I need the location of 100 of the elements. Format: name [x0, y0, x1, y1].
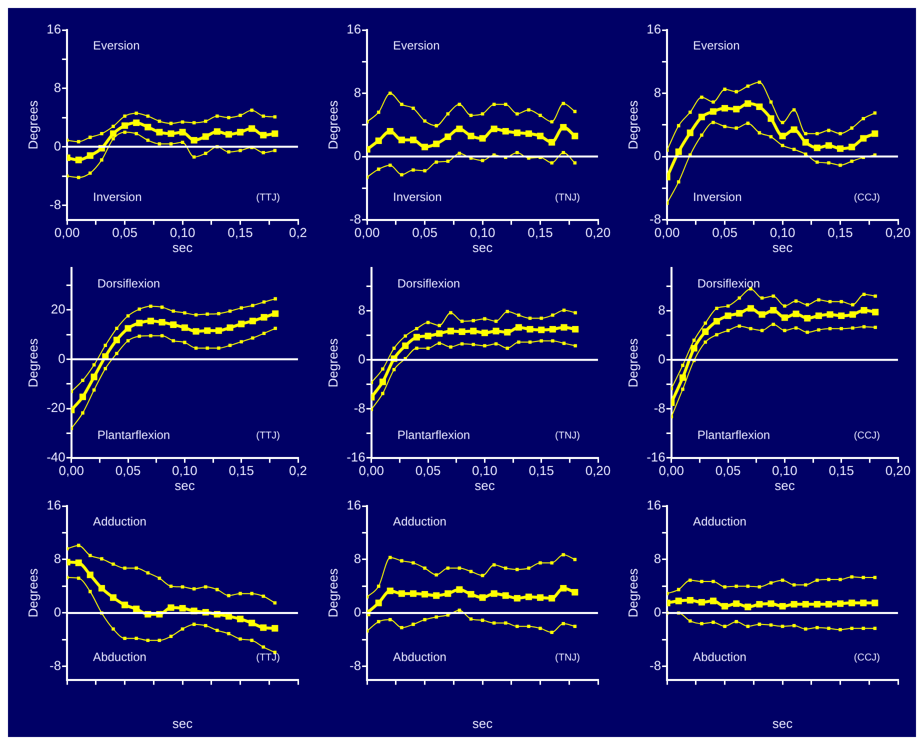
x-tick-label: 0,10 [172, 463, 198, 478]
y-axis-title: Degrees [325, 100, 340, 150]
y-tick-label: 0 [354, 148, 362, 164]
y-tick-label: -8 [654, 400, 666, 416]
annotation: Dorsiflexion [397, 276, 460, 290]
y-tick-label: 0 [654, 148, 662, 164]
x-axis-title: sec [474, 478, 496, 493]
x-tick-label: 0,20 [585, 225, 611, 240]
y-tick-label: 0 [54, 604, 62, 620]
x-tick-label: 0,05 [412, 225, 438, 240]
y-axis-title: Degrees [625, 338, 640, 388]
y-axis-title: Degrees [625, 568, 640, 618]
x-tick-label: 0,15 [528, 463, 554, 478]
x-tick-label: 0,15 [828, 225, 853, 240]
y-tick-label: 16 [346, 498, 362, 513]
annotation: Inversion [93, 190, 142, 204]
y-tick-label: 0 [358, 351, 366, 366]
annotation: Abduction [93, 650, 146, 664]
y-tick-label: 0 [658, 351, 666, 366]
y-tick-label: 0 [54, 138, 62, 154]
x-tick-label: 0,00 [54, 225, 80, 240]
y-tick-label: 8 [354, 551, 362, 566]
y-tick-label: -8 [349, 211, 362, 226]
x-tick-label: 0,20 [885, 463, 911, 478]
y-tick-label: 8 [654, 84, 662, 100]
x-axis-title: sec [472, 240, 494, 255]
y-tick-label: -8 [649, 211, 662, 226]
annotation: (CCJ) [854, 430, 880, 442]
x-tick-label: 0,00 [58, 463, 84, 478]
annotation: Dorsiflexion [97, 276, 160, 290]
y-tick-label: -8 [649, 658, 662, 674]
y-axis-title: Degrees [25, 338, 40, 388]
annotation: Plantarflexion [397, 428, 470, 442]
y-tick-label: -20 [46, 400, 66, 416]
x-tick-label: 0,20 [585, 463, 611, 478]
annotation: Eversion [693, 38, 740, 52]
y-tick-label: 8 [354, 84, 362, 100]
x-axis-title: sec [172, 716, 194, 731]
annotation: Adduction [93, 514, 146, 528]
x-tick-label: 0,15 [828, 463, 854, 478]
x-axis-title: sec [772, 240, 794, 255]
annotation: (CCJ) [854, 652, 880, 664]
x-tick-label: 0,05 [715, 463, 741, 478]
annotation: Inversion [393, 190, 442, 204]
annotation: Eversion [393, 38, 440, 52]
y-axis-title: Degrees [25, 100, 40, 150]
annotation: Adduction [393, 514, 446, 528]
x-tick-label: 0,00 [654, 225, 680, 240]
y-tick-label: -16 [646, 449, 666, 464]
annotation: Eversion [93, 38, 140, 52]
annotation: (TNJ) [555, 430, 580, 442]
x-tick-label: 0,00 [354, 225, 380, 240]
x-tick-label: 0,20 [885, 225, 911, 240]
annotation: (CCJ) [854, 192, 880, 204]
x-axis-title: sec [174, 478, 196, 493]
y-tick-label: 8 [658, 302, 666, 318]
x-tick-label: 0,15 [228, 463, 254, 478]
x-axis-title: sec [772, 716, 794, 731]
y-tick-label: -16 [346, 449, 366, 464]
annotation: Abduction [393, 650, 446, 664]
x-axis-title: sec [172, 240, 194, 255]
x-axis-title: sec [774, 478, 796, 493]
y-axis-title: Degrees [25, 568, 40, 618]
y-tick-label: 16 [646, 498, 662, 513]
x-tick-label: 0,10 [772, 463, 798, 478]
annotation: (TTJ) [256, 652, 280, 664]
annotation: (TTJ) [256, 430, 280, 442]
y-tick-label: -40 [46, 449, 66, 464]
y-tick-label: -8 [49, 196, 62, 212]
annotation: (TNJ) [555, 192, 580, 204]
x-tick-label: 0,05 [415, 463, 441, 478]
x-tick-label: 0,10 [472, 463, 498, 478]
y-tick-label: 0 [58, 350, 66, 366]
x-tick-label: 0,10 [470, 225, 496, 240]
x-axis-title: sec [472, 716, 494, 731]
x-tick-label: 0,10 [170, 225, 196, 240]
y-axis-title: Degrees [625, 100, 640, 150]
x-tick-label: 0,00 [358, 463, 384, 478]
y-tick-label: 8 [54, 80, 62, 95]
y-tick-label: -8 [49, 658, 62, 674]
x-tick-label: 0,15 [228, 225, 253, 240]
y-tick-label: 8 [654, 551, 662, 566]
y-tick-label: -8 [349, 658, 362, 674]
y-tick-label: -8 [354, 400, 366, 416]
x-tick-label: 0,2 [288, 463, 308, 478]
y-axis-title: Degrees [325, 338, 340, 388]
y-tick-label: 0 [354, 604, 362, 620]
annotation: Plantarflexion [97, 428, 170, 442]
y-tick-label: 8 [54, 551, 62, 566]
y-tick-label: 16 [346, 22, 362, 37]
y-tick-label: 20 [50, 301, 66, 316]
y-tick-label: 16 [646, 22, 662, 37]
annotation: Abduction [693, 650, 746, 664]
annotation: Adduction [693, 514, 746, 528]
annotation: (TTJ) [256, 192, 280, 204]
y-tick-label: 16 [46, 498, 62, 513]
x-tick-label: 0,10 [770, 225, 796, 240]
y-tick-label: 8 [358, 302, 366, 318]
y-axis-title: Degrees [325, 568, 340, 618]
y-tick-label: 16 [46, 22, 62, 37]
